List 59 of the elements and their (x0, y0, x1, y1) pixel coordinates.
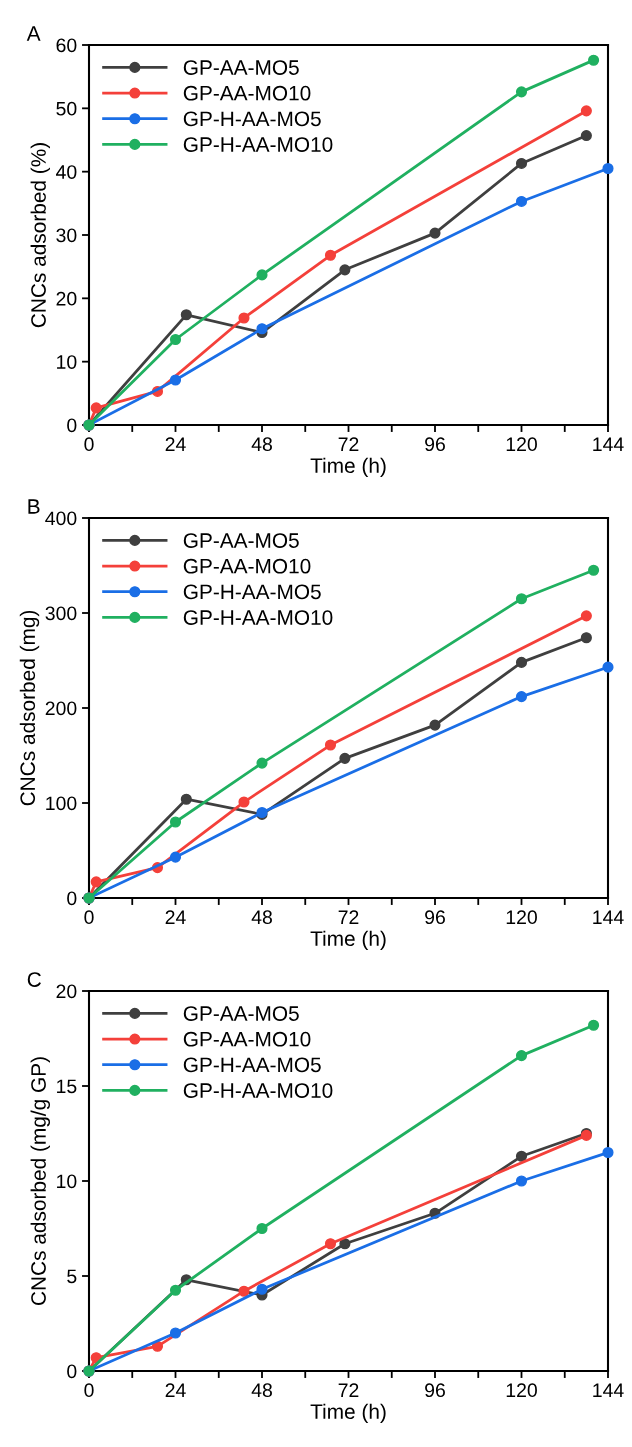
legend-label: GP-AA-MO10 (183, 558, 311, 574)
y-tick-label: 20 (56, 984, 77, 999)
x-tick-label: 120 (506, 910, 537, 925)
legend-label: GP-H-AA-MO5 (183, 111, 321, 127)
y-tick-label: 10 (57, 1174, 77, 1189)
y-tick-label: 300 (45, 606, 77, 621)
x-tick-label: 0 (84, 910, 94, 925)
chart-title: C (27, 972, 41, 987)
legend-label: GP-H-AA-MO5 (183, 584, 321, 600)
legend-label: GP-AA-MO10 (183, 85, 311, 101)
x-axis-title: Time (h) (310, 930, 386, 951)
y-tick-label: 60 (56, 38, 77, 53)
legend-label: GP-AA-MO5 (183, 533, 299, 548)
chart-title: B (28, 499, 40, 514)
y-tick-label: 30 (56, 228, 77, 243)
x-axis-title: Time (h) (310, 457, 386, 478)
x-tick-label: 72 (338, 910, 359, 924)
x-tick-label: 48 (251, 910, 272, 925)
legend-label: GP-H-AA-MO10 (183, 610, 333, 625)
x-tick-label: 48 (251, 437, 272, 452)
legend-label: GP-AA-MO10 (183, 1031, 311, 1047)
x-tick-label: 96 (425, 910, 445, 925)
y-tick-label: 10 (57, 355, 77, 369)
legend-label: GP-H-AA-MO10 (183, 1083, 333, 1098)
x-tick-label: 120 (506, 1383, 537, 1398)
legend-label: GP-H-AA-MO10 (183, 137, 333, 152)
x-tick-label: 120 (506, 437, 537, 452)
y-tick-label: 200 (45, 701, 77, 716)
x-tick-label: 24 (165, 437, 186, 451)
x-tick-label: 144 (593, 437, 624, 451)
x-tick-label: 72 (338, 1383, 359, 1397)
x-tick-label: 24 (165, 910, 186, 924)
legend-label: GP-AA-MO5 (183, 1006, 299, 1021)
x-tick-label: 48 (251, 1383, 272, 1398)
x-tick-label: 96 (425, 1383, 445, 1398)
x-axis-title: Time (h) (310, 1403, 386, 1424)
x-tick-label: 144 (593, 910, 624, 924)
y-tick-label: 20 (56, 291, 77, 306)
y-axis-title: CNCs adsorbed (mg) (19, 610, 40, 806)
y-tick-label: 5 (67, 1269, 77, 1284)
legend-label: GP-H-AA-MO5 (183, 1057, 321, 1073)
x-tick-label: 144 (593, 1383, 624, 1397)
y-tick-label: 15 (57, 1079, 77, 1094)
legend-label: GP-AA-MO5 (183, 60, 299, 75)
y-tick-label: 100 (46, 796, 77, 811)
y-tick-label: 0 (67, 418, 77, 433)
y-tick-label: 400 (45, 511, 77, 526)
y-tick-label: 0 (67, 1364, 77, 1379)
x-tick-label: 24 (165, 1383, 186, 1397)
x-tick-label: 0 (84, 1383, 94, 1398)
x-tick-label: 96 (425, 437, 445, 452)
y-axis-title: CNCs adsorbed (mg/g GP) (30, 1057, 51, 1305)
y-axis-title: CNCs adsorbed (%) (30, 143, 50, 328)
chart-title: A (26, 26, 41, 41)
y-tick-label: 40 (56, 165, 77, 179)
x-tick-label: 72 (338, 437, 359, 451)
y-tick-label: 50 (56, 101, 77, 116)
x-tick-label: 0 (84, 437, 94, 452)
y-tick-label: 0 (67, 891, 77, 906)
